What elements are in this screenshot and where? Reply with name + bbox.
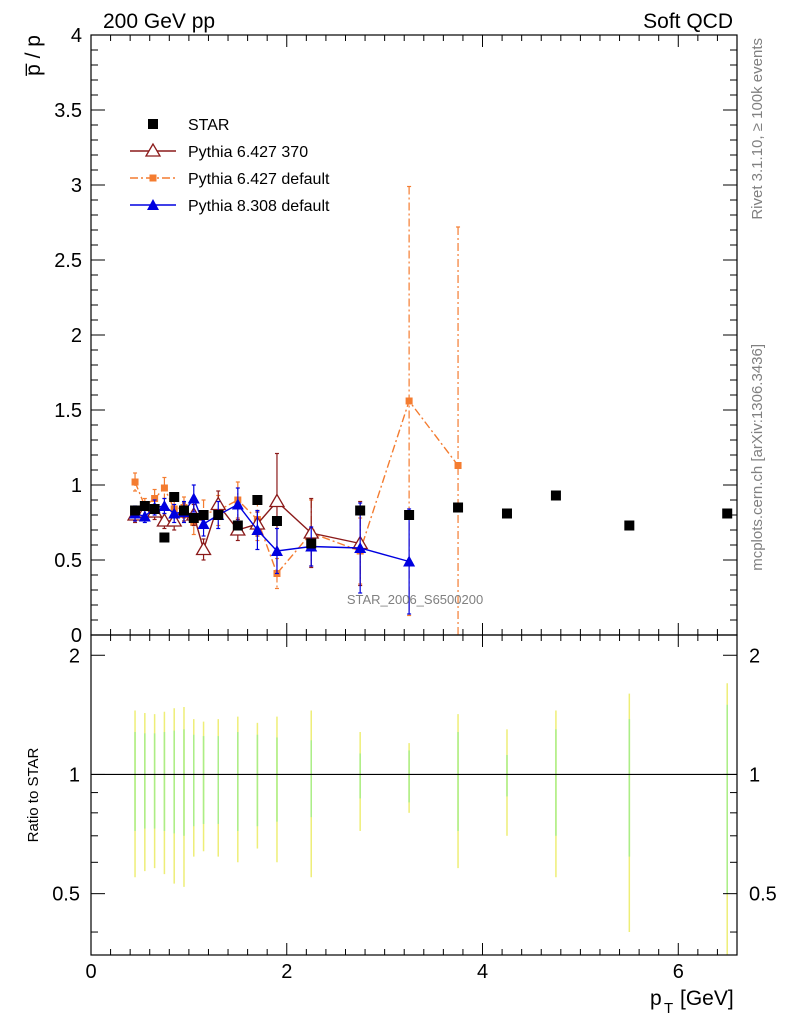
main-y-tick-label: 2 [71, 325, 82, 347]
ratio-y-axis-label: Ratio to STAR [25, 747, 42, 842]
marker-star [453, 502, 464, 513]
marker-star [355, 505, 366, 516]
ratio-y-tick-label: 1 [69, 764, 80, 786]
legend-entry: Pythia 6.427 default [130, 171, 330, 188]
x-axis-label: p T [GeV] [650, 987, 734, 1017]
marker-pythia8 [251, 524, 264, 535]
legend: STAR Pythia 6.427 370 Pythia 6.427 default… [130, 117, 330, 215]
rivet-label: Rivet 3.1.10, ≥ 100k events [749, 38, 766, 220]
marker-star [130, 505, 141, 516]
marker-pythia8 [138, 510, 151, 522]
marker-pythia8 [403, 555, 416, 567]
marker-pythia8 [158, 500, 171, 511]
marker-pythia8 [168, 507, 181, 519]
mcplots-label: mcplots.cern.ch [arXiv:1306.3436] [749, 344, 766, 571]
main-axis-ticks: 0 0.5 1 1.5 2 2.5 3 3.5 4 [54, 25, 738, 647]
legend-entry: Pythia 6.427 370 [130, 142, 308, 161]
main-y-tick-label: 3 [71, 175, 82, 197]
ratio-uncertainty-bands [91, 683, 737, 955]
main-y-tick-label: 0.5 [54, 550, 82, 572]
marker-star [198, 510, 209, 520]
marker-star [149, 504, 160, 514]
marker-pythia8 [197, 518, 210, 529]
main-y-tick-label: 2.5 [54, 250, 82, 272]
marker-star [213, 510, 224, 520]
marker-pythia6-default [151, 495, 159, 502]
main-y-tick-label: 0 [71, 625, 82, 647]
main-series-layer [126, 185, 733, 635]
marker-pythia6-default [454, 462, 462, 469]
marker-star [271, 516, 282, 526]
marker-star [188, 513, 199, 523]
marker-pythia6-default [405, 397, 413, 405]
ratio-y-tick-label: 0.5 [52, 884, 80, 906]
header-right: Soft QCD [643, 10, 733, 33]
marker-star [139, 501, 150, 511]
legend-label: Pythia 6.427 default [188, 171, 330, 188]
marker-pythia6-default [149, 174, 157, 182]
ratio-frame [90, 634, 738, 956]
legend-entry: Pythia 8.308 default [130, 198, 330, 215]
legend-label: STAR [188, 117, 229, 134]
marker-pythia6-default [131, 478, 139, 486]
ratio-y-tick-label-right: 0.5 [749, 884, 777, 906]
series-pythia-6-427-370 [126, 452, 369, 587]
legend-label: Pythia 8.308 default [188, 198, 330, 215]
series-line [134, 399, 459, 575]
series-pythia-6-427-default [131, 185, 462, 635]
x-tick-label: 2 [281, 961, 292, 983]
marker-star [404, 510, 415, 520]
ratio-y-tick-label-right: 1 [749, 764, 760, 786]
marker-star [501, 508, 512, 519]
marker-star [232, 520, 243, 531]
marker-pythia8 [354, 542, 367, 553]
marker-pythia6-370 [268, 493, 286, 508]
marker-star [169, 492, 180, 502]
main-y-tick-label: 4 [71, 25, 82, 47]
ratio-panel: 0.5 0.5 1 1 2 2 0 2 4 6 [52, 634, 777, 983]
main-y-tick-label: 1.5 [54, 400, 82, 422]
header-left: 200 GeV pp [103, 10, 215, 33]
ratio-axis-ticks: 0.5 0.5 1 1 2 2 0 2 4 6 [52, 635, 777, 983]
marker-star [178, 505, 189, 516]
marker-star [306, 538, 317, 549]
main-y-axis-label: p̅ / p [22, 35, 45, 77]
series-star [130, 490, 733, 549]
x-axis-label-sub: T [664, 1000, 673, 1017]
marker-star [722, 508, 733, 519]
marker-pythia8 [187, 492, 200, 504]
marker-pythia8 [147, 199, 159, 210]
marker-star [624, 520, 635, 531]
watermark: STAR_2006_S6500200 [347, 592, 483, 607]
marker-star [148, 119, 158, 129]
marker-pythia6-370 [156, 512, 173, 527]
marker-star [252, 495, 263, 505]
marker-star [159, 532, 170, 543]
legend-entry: STAR [148, 117, 229, 134]
ratio-y-tick-label-right: 2 [749, 645, 760, 667]
marker-pythia6-default [160, 484, 168, 492]
x-tick-label: 0 [85, 961, 96, 983]
marker-star [550, 490, 561, 501]
main-y-tick-label: 1 [71, 475, 82, 497]
marker-pythia6-370 [195, 541, 212, 556]
x-axis-label-unit: [GeV] [680, 987, 734, 1010]
x-axis-label-main: p [650, 987, 662, 1010]
marker-pythia6-370 [144, 142, 162, 157]
main-panel: 0 0.5 1 1.5 2 2.5 3 3.5 4 STAR_2006_S6500200 [54, 25, 738, 647]
x-tick-label: 4 [477, 961, 488, 983]
legend-label: Pythia 6.427 370 [188, 144, 308, 161]
marker-pythia8 [231, 498, 244, 510]
ratio-y-tick-label: 2 [69, 645, 80, 667]
main-y-tick-label: 3.5 [54, 100, 82, 122]
marker-pythia8 [270, 545, 283, 556]
x-tick-label: 6 [673, 961, 684, 983]
